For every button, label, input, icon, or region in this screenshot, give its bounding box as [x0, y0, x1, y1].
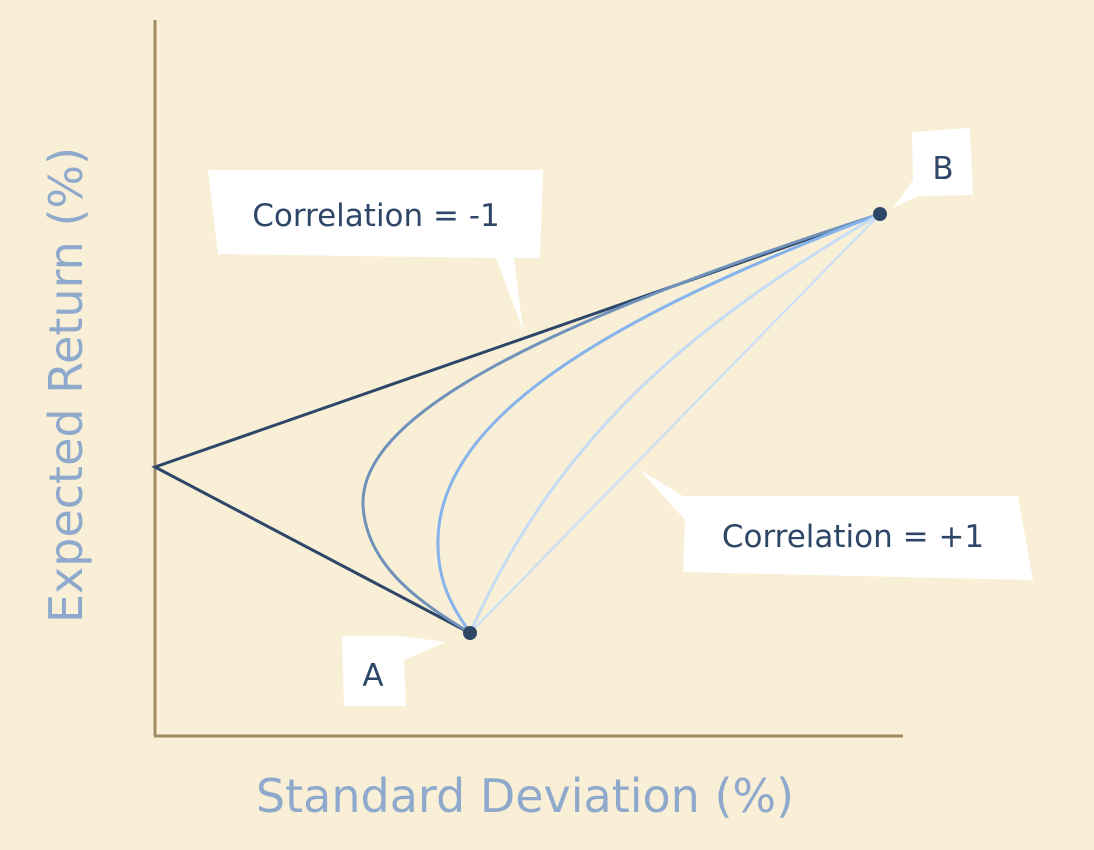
curve-correlation-minus-1	[151, 212, 881, 635]
curve-correlation-minus-half	[361, 212, 881, 635]
callout-negative-label: Correlation = -1	[252, 198, 500, 234]
callout-point-a: A	[342, 636, 446, 706]
curve-correlation-plus-half	[468, 212, 881, 634]
curve-correlation-plus-1	[469, 213, 881, 634]
point-a-label: A	[362, 658, 383, 694]
callout-point-b: B	[893, 128, 973, 208]
point-a-marker	[463, 626, 477, 640]
callout-positive-label: Correlation = +1	[722, 519, 984, 555]
point-b-label: B	[932, 151, 953, 187]
callout-correlation-positive: Correlation = +1	[640, 470, 1033, 580]
callout-correlation-negative: Correlation = -1	[208, 170, 543, 330]
point-b-marker	[873, 207, 887, 221]
curve-correlation-zero	[436, 212, 881, 634]
y-axis-title: Expected Return (%)	[39, 147, 93, 623]
x-axis-title: Standard Deviation (%)	[256, 769, 794, 823]
